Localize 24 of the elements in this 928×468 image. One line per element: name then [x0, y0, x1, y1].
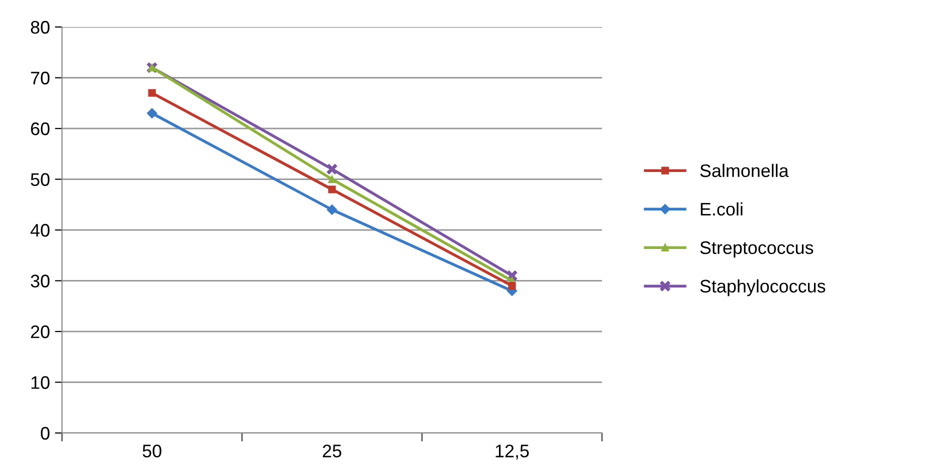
- y-tick-label: 50: [30, 173, 50, 186]
- legend-label: Streptococcus: [700, 241, 814, 258]
- y-tick-label: 70: [31, 72, 50, 84]
- y-tick-label: 20: [31, 325, 50, 338]
- legend-label: Staphylococcus: [700, 279, 826, 296]
- y-tick-label: 30: [30, 274, 50, 288]
- y-tick-label: 40: [30, 224, 50, 237]
- point: [328, 186, 336, 194]
- point: [328, 175, 336, 184]
- legend-label: Salmonella: [700, 164, 789, 178]
- point: [506, 270, 518, 282]
- point: [326, 163, 338, 175]
- x-tick-label: 12,5: [496, 444, 529, 460]
- y-tick-label: 0: [40, 426, 50, 440]
- point: [146, 108, 158, 118]
- point: [508, 282, 516, 290]
- x-tick-label: 50: [142, 444, 162, 458]
- point: [326, 204, 338, 215]
- legend-label: E.coli: [700, 202, 742, 216]
- y-tick-label: 80: [30, 20, 50, 34]
- x-tick-label: 25: [322, 444, 342, 458]
- y-tick-label: 10: [31, 376, 50, 389]
- y-tick-label: 60: [31, 122, 50, 136]
- point: [148, 89, 156, 97]
